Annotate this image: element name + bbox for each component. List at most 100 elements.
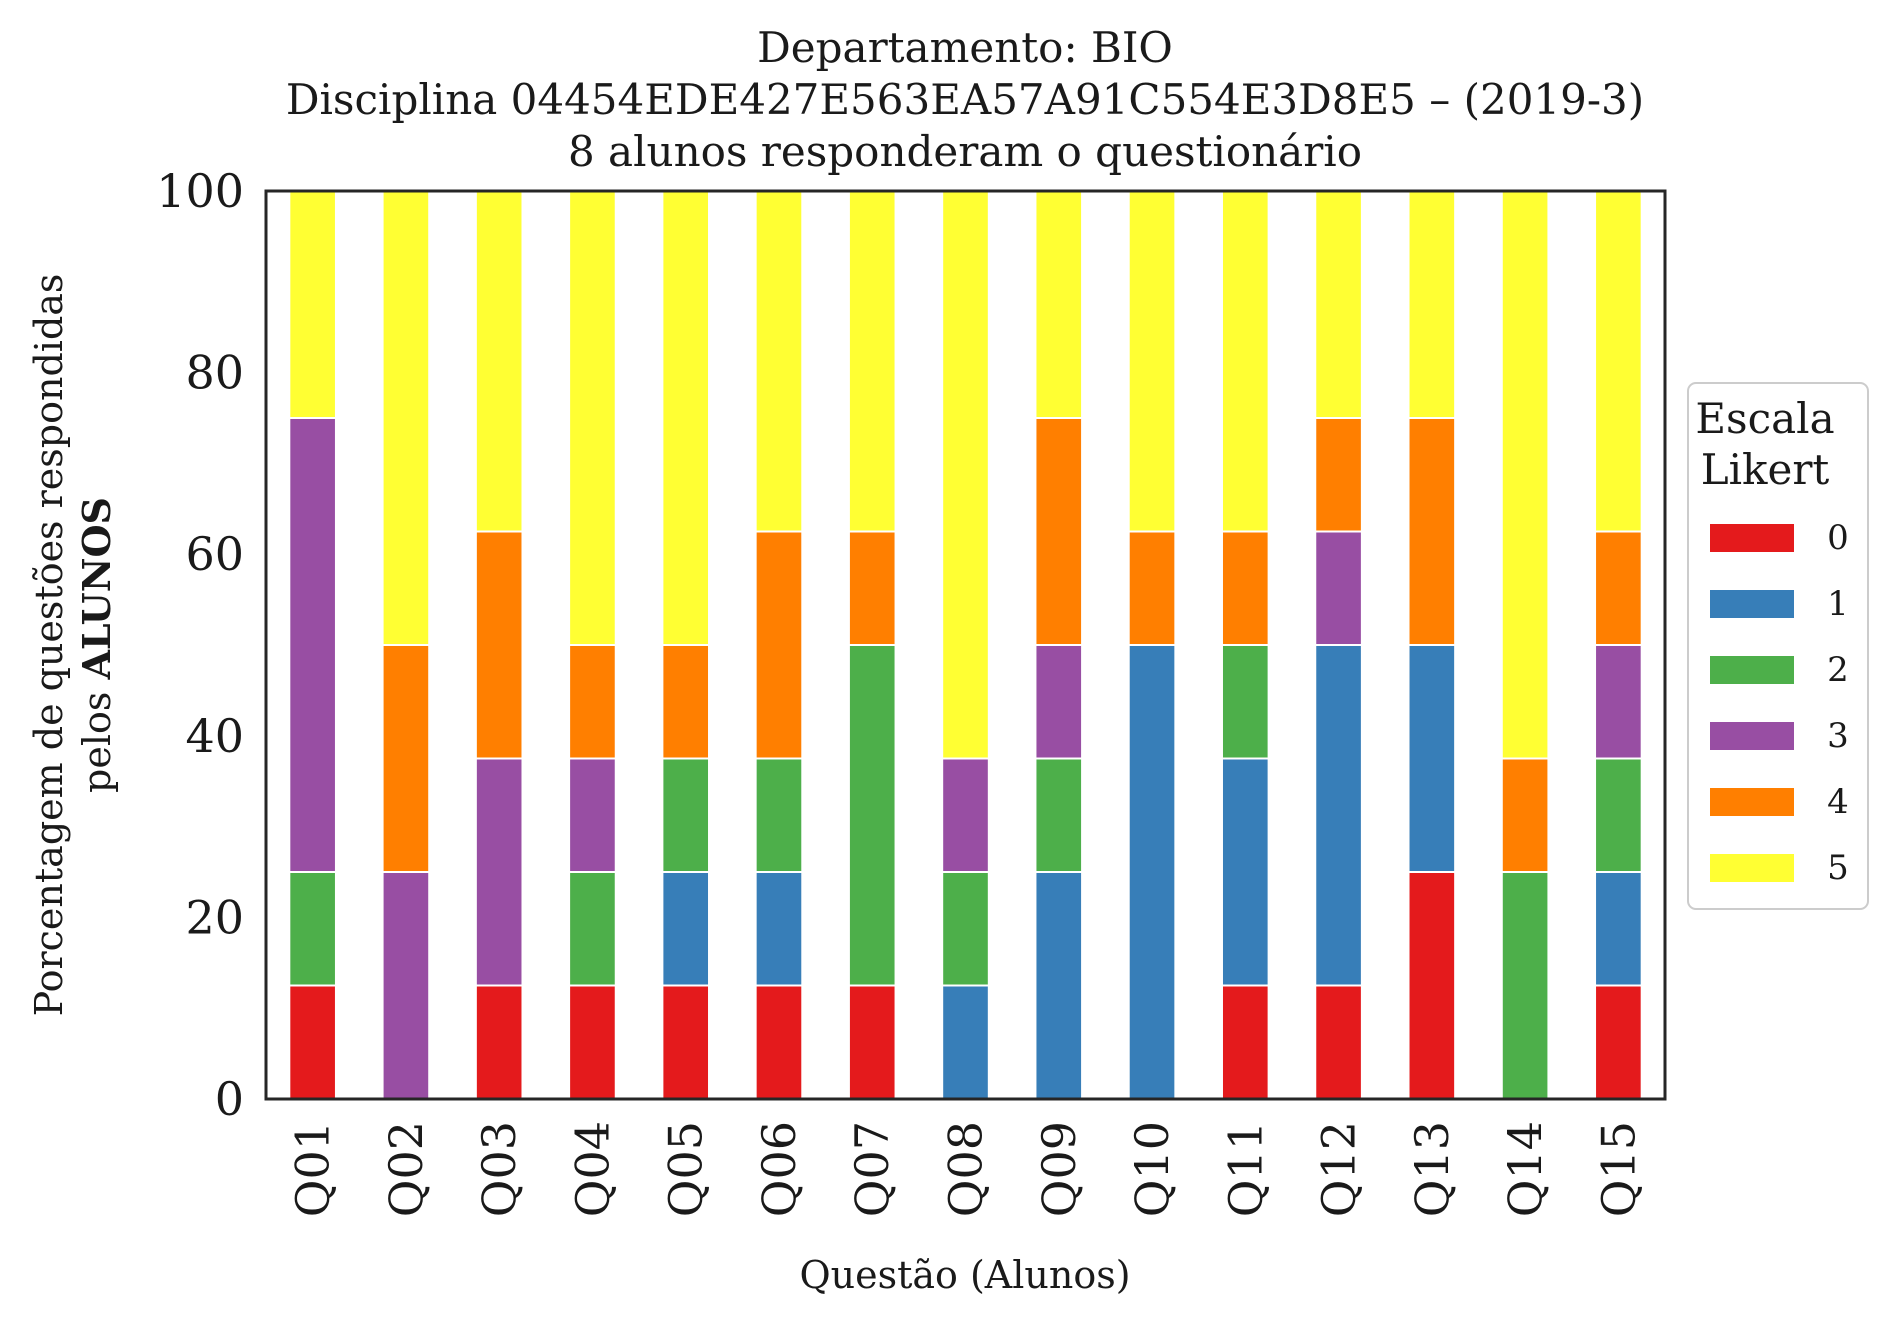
bar-segment-q01-likert-5: [288, 190, 337, 419]
bar-segment-q14-likert-2: [1500, 871, 1550, 1100]
bar-segment-q15-likert-3: [1594, 644, 1643, 760]
y-tick-label: 100: [156, 164, 244, 218]
legend-title-line-2: Likert: [1701, 445, 1830, 494]
bar-segment-q15-likert-5: [1594, 190, 1643, 533]
x-axis-label: Questão (Alunos): [799, 1253, 1130, 1297]
bar-segment-q11-likert-5: [1220, 190, 1270, 533]
bar-segment-q02-likert-5: [381, 190, 431, 646]
bar-segment-q11-likert-0: [1220, 984, 1270, 1100]
bar-segment-q06-likert-5: [754, 190, 804, 533]
bar-segment-q12-likert-1: [1314, 644, 1363, 987]
bar-segment-q13-likert-4: [1407, 417, 1457, 646]
bar-segment-q10-likert-1: [1127, 644, 1177, 1100]
y-tick-label: 20: [185, 890, 244, 944]
legend-swatch-4: [1710, 788, 1794, 816]
bar-segment-q12-likert-0: [1314, 984, 1363, 1100]
y-tick-label: 40: [185, 709, 244, 763]
x-tick-label: Q02: [379, 1121, 433, 1217]
bar-segment-q05-likert-2: [661, 757, 711, 873]
bar-segment-q08-likert-1: [941, 984, 990, 1100]
bars-layer: [288, 190, 1643, 1100]
legend-items: 0 1 2 3 4 5: [1710, 518, 1849, 888]
x-tick-label: Q08: [939, 1121, 993, 1217]
x-tick-label: Q09: [1032, 1121, 1086, 1217]
chart-title-line-3: 8 alunos responderam o questionário: [568, 127, 1362, 176]
bar-segment-q05-likert-0: [661, 984, 711, 1100]
legend-label-4: 4: [1827, 782, 1849, 822]
chart-title-line-1: Departamento: BIO: [757, 23, 1173, 72]
legend-label-5: 5: [1827, 848, 1849, 888]
plot-frame: [264, 189, 1667, 1101]
bar-segment-q08-likert-3: [941, 757, 990, 873]
x-axis-ticks: Q01 Q02 Q03 Q04 Q05 Q06 Q07 Q08 Q09 Q10 Q11 Q12 Q13 Q…: [286, 1121, 1646, 1217]
bar-segment-q09-likert-3: [1034, 644, 1084, 760]
bar-segment-q09-likert-1: [1034, 871, 1084, 1100]
chart-title-line-2: Disciplina 04454EDE427E563EA57A91C554E3D…: [286, 75, 1644, 124]
x-tick-label: Q10: [1125, 1121, 1179, 1217]
bar-segment-q07-likert-4: [847, 530, 897, 646]
legend-swatch-3: [1710, 722, 1794, 750]
bar-segment-q09-likert-4: [1034, 417, 1084, 646]
legend-swatch-0: [1710, 524, 1794, 552]
legend-label-2: 2: [1827, 650, 1849, 690]
bar-segment-q09-likert-2: [1034, 757, 1084, 873]
legend-label-3: 3: [1827, 716, 1849, 756]
y-tick-label: 0: [215, 1072, 244, 1126]
y-axis-ticks: 0 20 40 60 80 100: [156, 164, 244, 1126]
bar-segment-q12-likert-3: [1314, 530, 1363, 646]
legend-label-0: 0: [1827, 518, 1849, 558]
bar-segment-q03-likert-4: [474, 530, 524, 760]
bar-segment-q02-likert-3: [381, 871, 431, 1100]
bar-segment-q01-likert-2: [288, 871, 337, 987]
bar-segment-q05-likert-5: [661, 190, 711, 646]
bar-segment-q01-likert-0: [288, 984, 337, 1100]
bar-segment-q11-likert-2: [1220, 644, 1270, 760]
bar-segment-q02-likert-4: [381, 644, 431, 873]
bar-segment-q07-likert-2: [847, 644, 897, 987]
bar-segment-q11-likert-4: [1220, 530, 1270, 646]
legend-swatch-1: [1710, 590, 1794, 618]
bar-segment-q06-likert-2: [754, 757, 804, 873]
bar-segment-q10-likert-5: [1127, 190, 1177, 533]
x-tick-label: Q05: [659, 1121, 713, 1217]
bar-segment-q13-likert-0: [1407, 871, 1457, 1100]
x-tick-label: Q12: [1312, 1121, 1366, 1217]
y-axis-label-line-1: Porcentagem de questões respondidas: [27, 274, 71, 1017]
bar-segment-q03-likert-3: [474, 757, 524, 987]
bar-segment-q15-likert-2: [1594, 757, 1643, 873]
bar-segment-q12-likert-4: [1314, 417, 1363, 533]
bar-segment-q04-likert-2: [568, 871, 617, 987]
bar-segment-q07-likert-0: [847, 984, 897, 1100]
y-axis-label: Porcentagem de questões respondidas pelo…: [27, 274, 119, 1017]
y-axis-label-line-2: pelos ALUNOS: [74, 497, 119, 793]
bar-segment-q15-likert-0: [1594, 984, 1643, 1100]
legend-swatch-5: [1710, 854, 1794, 882]
bar-segment-q08-likert-5: [941, 190, 990, 760]
bar-segment-q05-likert-4: [661, 644, 711, 760]
x-tick-label: Q11: [1218, 1121, 1272, 1217]
bar-segment-q04-likert-3: [568, 757, 617, 873]
bar-segment-q15-likert-4: [1594, 530, 1643, 646]
bar-segment-q07-likert-5: [847, 190, 897, 533]
bar-segment-q10-likert-4: [1127, 530, 1177, 646]
bar-segment-q05-likert-1: [661, 871, 711, 987]
bar-segment-q13-likert-1: [1407, 644, 1457, 873]
bar-segment-q06-likert-1: [754, 871, 804, 987]
bar-segment-q03-likert-0: [474, 984, 524, 1100]
x-tick-label: Q04: [565, 1121, 619, 1217]
bar-segment-q06-likert-4: [754, 530, 804, 760]
y-tick-label: 60: [185, 527, 244, 581]
y-axis-label-prefix: pelos: [75, 680, 119, 793]
legend-title-line-1: Escala: [1695, 394, 1834, 443]
bar-segment-q09-likert-5: [1034, 190, 1084, 419]
y-axis-label-bold: ALUNOS: [74, 497, 119, 681]
legend: Escala Likert 0 1 2 3 4 5: [1687, 382, 1869, 910]
x-tick-label: Q07: [845, 1121, 899, 1217]
bar-segment-q08-likert-2: [941, 871, 990, 987]
legend-swatch-2: [1710, 656, 1794, 684]
bar-segment-q06-likert-0: [754, 984, 804, 1100]
x-tick-label: Q06: [752, 1121, 806, 1217]
bar-segment-q01-likert-3: [288, 417, 337, 873]
bar-segment-q03-likert-5: [474, 190, 524, 533]
